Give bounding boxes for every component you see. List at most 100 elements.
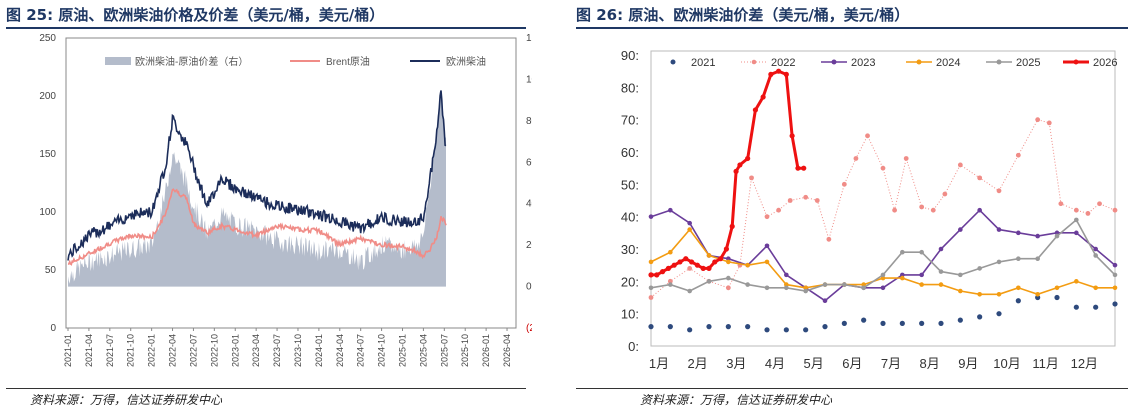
right-y-tick-label: 90: [621, 48, 639, 63]
series-2023-point [919, 272, 924, 278]
series-2022-point [803, 194, 809, 200]
left-source-note: 资料来源：万得，信达证券研发中心 [30, 393, 223, 407]
right-x-tick-label: 7月 [881, 356, 901, 371]
right-chart-series [648, 68, 1118, 333]
right-chart-legend: 2021 2022 2023 2024 2025 2026 [670, 57, 1117, 69]
series-2023-point [687, 220, 692, 226]
series-2023-point [764, 243, 770, 249]
series-2021-point [977, 314, 983, 320]
series-2022-point [1058, 201, 1064, 207]
legend-label: 2021 [691, 57, 715, 69]
left-x-tick-label: 2025-10 [460, 334, 470, 367]
series-2025-point [745, 282, 750, 287]
series-2024-point [1093, 285, 1098, 291]
series-2026-point [776, 68, 782, 74]
legend-marker-dot [831, 59, 837, 65]
right-y-tick-label: 0: [628, 339, 639, 354]
right-source-note: 资料来源：万得，信达证券研发中心 [640, 393, 833, 407]
series-2023-point [648, 214, 654, 219]
series-2023-point [1093, 246, 1098, 252]
series-2022-point [687, 266, 693, 271]
series-2022-point [977, 175, 983, 181]
right-chart-title: 图 26: 原油、欧洲柴油价差（美元/桶，美元/桶） [576, 6, 910, 24]
series-2026-point [723, 246, 729, 252]
series-2023-point [938, 246, 944, 252]
series-2026-point [683, 256, 689, 262]
series-2021-point [996, 311, 1002, 317]
right-y-tick-label: 80: [621, 80, 639, 95]
left-x-tick-label: 2024-10 [377, 334, 387, 367]
series-2026-point [648, 272, 654, 278]
spread-area-series [68, 89, 446, 287]
series-2024-point [803, 285, 808, 291]
series-2021-point [899, 320, 905, 326]
left-x-tick-label: 2021-04 [84, 334, 94, 367]
series-2026-point [760, 94, 766, 100]
legend-label: 2022 [771, 57, 795, 69]
series-2025-point [706, 279, 712, 284]
series-2021-point [1035, 294, 1041, 301]
left-x-tick-label: 2024-04 [335, 334, 345, 367]
series-2024-point [726, 259, 731, 265]
left-plot-frame [65, 37, 517, 329]
left-source-rule [6, 388, 526, 389]
series-2025-point [668, 282, 673, 287]
left-chart-legend: 欧洲柴油-原油价差（右） Brent原油 欧洲柴油 [105, 55, 486, 68]
series-2022-line [650, 119, 1116, 298]
series-2025-point [764, 285, 770, 291]
series-2022-point [892, 207, 897, 213]
series-2024-point [938, 282, 944, 287]
series-2022-point [930, 207, 936, 213]
series-2026-point [729, 223, 735, 229]
series-2021-point [725, 324, 731, 330]
series-2025-point [803, 288, 808, 294]
series-2025-point [1035, 256, 1040, 261]
series-2026-point [712, 259, 718, 265]
series-2022-point [841, 181, 847, 187]
series-2023-point [1112, 262, 1118, 268]
right-x-tick-label: 11月 [1032, 356, 1059, 371]
series-2025-point [996, 259, 1002, 265]
series-2021-point [841, 320, 847, 326]
legend-label: 欧洲柴油 [446, 55, 486, 68]
left-y2-tick-label: 0 [526, 282, 532, 293]
series-2021-point [648, 324, 654, 330]
series-2024-point [687, 227, 692, 232]
right-x-tick-label: 8月 [920, 356, 940, 371]
series-2021-point [957, 317, 963, 323]
series-2026-point [694, 262, 700, 268]
series-2026-point [718, 256, 724, 262]
series-2022-point [826, 236, 832, 242]
series-2025-point [977, 266, 982, 271]
left-x-tick-label: 2023-10 [293, 334, 303, 367]
series-2026-point [706, 265, 712, 271]
right-title-rule [576, 27, 1128, 29]
series-2021-point [667, 324, 673, 330]
series-2024-point [996, 291, 1002, 297]
series-2023-point [1054, 230, 1060, 236]
series-2022-point [814, 198, 820, 203]
series-2024-point [648, 259, 654, 265]
series-2023-point [726, 256, 731, 261]
left-chart-axes: 0 50 100 150 200 250 (20) 0 20 40 60 80 100 120 2021-0… [39, 33, 532, 367]
series-2022-point [725, 285, 731, 291]
series-2022-point [1015, 152, 1021, 158]
series-2024-point [958, 288, 963, 294]
series-2026-point [789, 133, 795, 139]
series-2025-point [1093, 253, 1098, 258]
left-x-tick-label: 2021-01 [63, 334, 73, 367]
legend-label: 2025 [1016, 57, 1040, 69]
series-2021-point [1112, 301, 1118, 307]
left-chart-series [67, 89, 447, 287]
right-x-tick-label: 4月 [765, 356, 785, 371]
series-2025-point [938, 269, 944, 274]
series-2023-point [1016, 230, 1021, 236]
series-2022-point [648, 295, 654, 300]
series-2025-point [784, 285, 789, 291]
series-2022-point [1097, 201, 1102, 207]
right-y-tick-label: 40: [621, 210, 639, 225]
series-2026-point [752, 107, 758, 113]
series-2022-point [1035, 117, 1041, 123]
left-y2-tick-label: 40 [526, 199, 532, 210]
series-2024-point [880, 275, 886, 281]
